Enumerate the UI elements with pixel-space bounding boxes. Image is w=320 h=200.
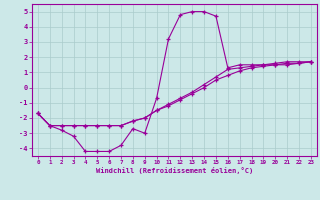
X-axis label: Windchill (Refroidissement éolien,°C): Windchill (Refroidissement éolien,°C) [96,167,253,174]
